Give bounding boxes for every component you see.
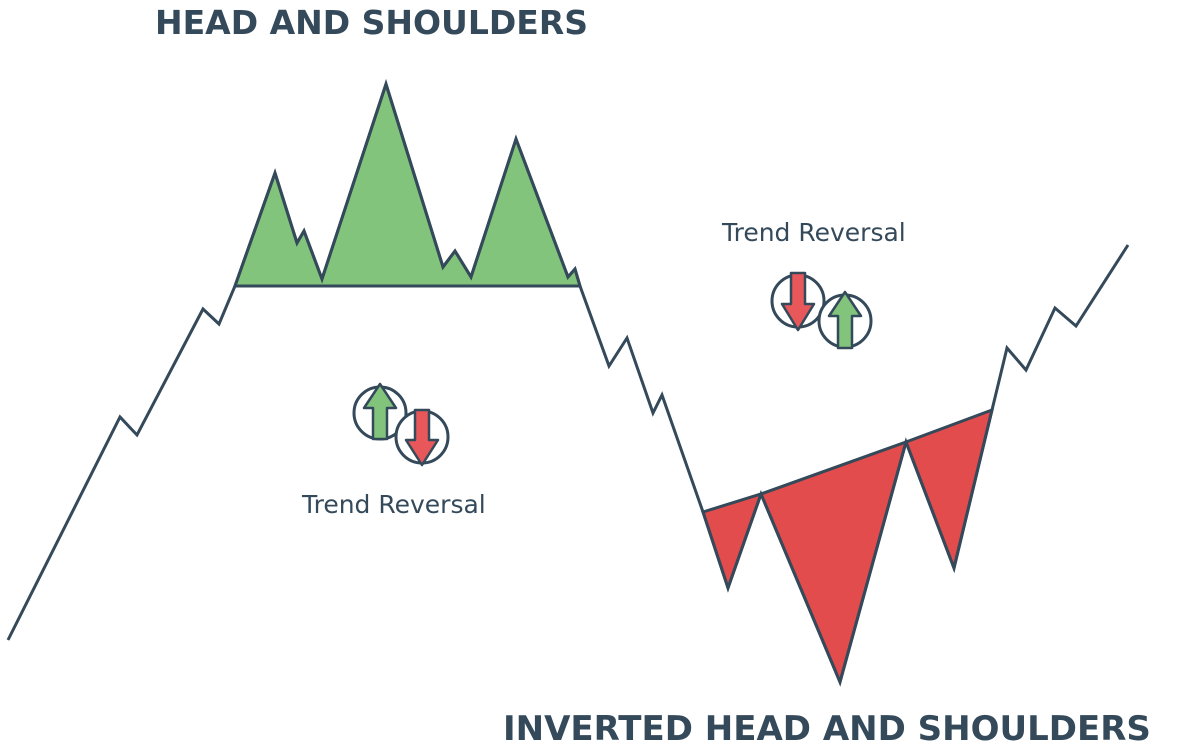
trend-reversal-caption-right: Trend Reversal xyxy=(722,218,906,247)
head-and-shoulders-title: HEAD AND SHOULDERS xyxy=(155,3,588,42)
price-line xyxy=(6,79,1130,687)
arrow-down-icon xyxy=(394,408,450,467)
head-and-shoulders-fill xyxy=(232,79,583,288)
trend-reversal-icon-right xyxy=(770,271,873,350)
trend-reversal-icon-left xyxy=(352,382,450,467)
right-shoulder-fill xyxy=(904,407,995,574)
arrow-up-icon xyxy=(352,382,408,441)
arrow-up-icon xyxy=(817,290,873,350)
inverted-head-and-shoulders-title: INVERTED HEAD AND SHOULDERS xyxy=(503,709,1151,749)
arrow-down-icon xyxy=(770,271,826,332)
head-fill xyxy=(759,439,909,687)
trend-reversal-caption-left: Trend Reversal xyxy=(302,490,486,519)
